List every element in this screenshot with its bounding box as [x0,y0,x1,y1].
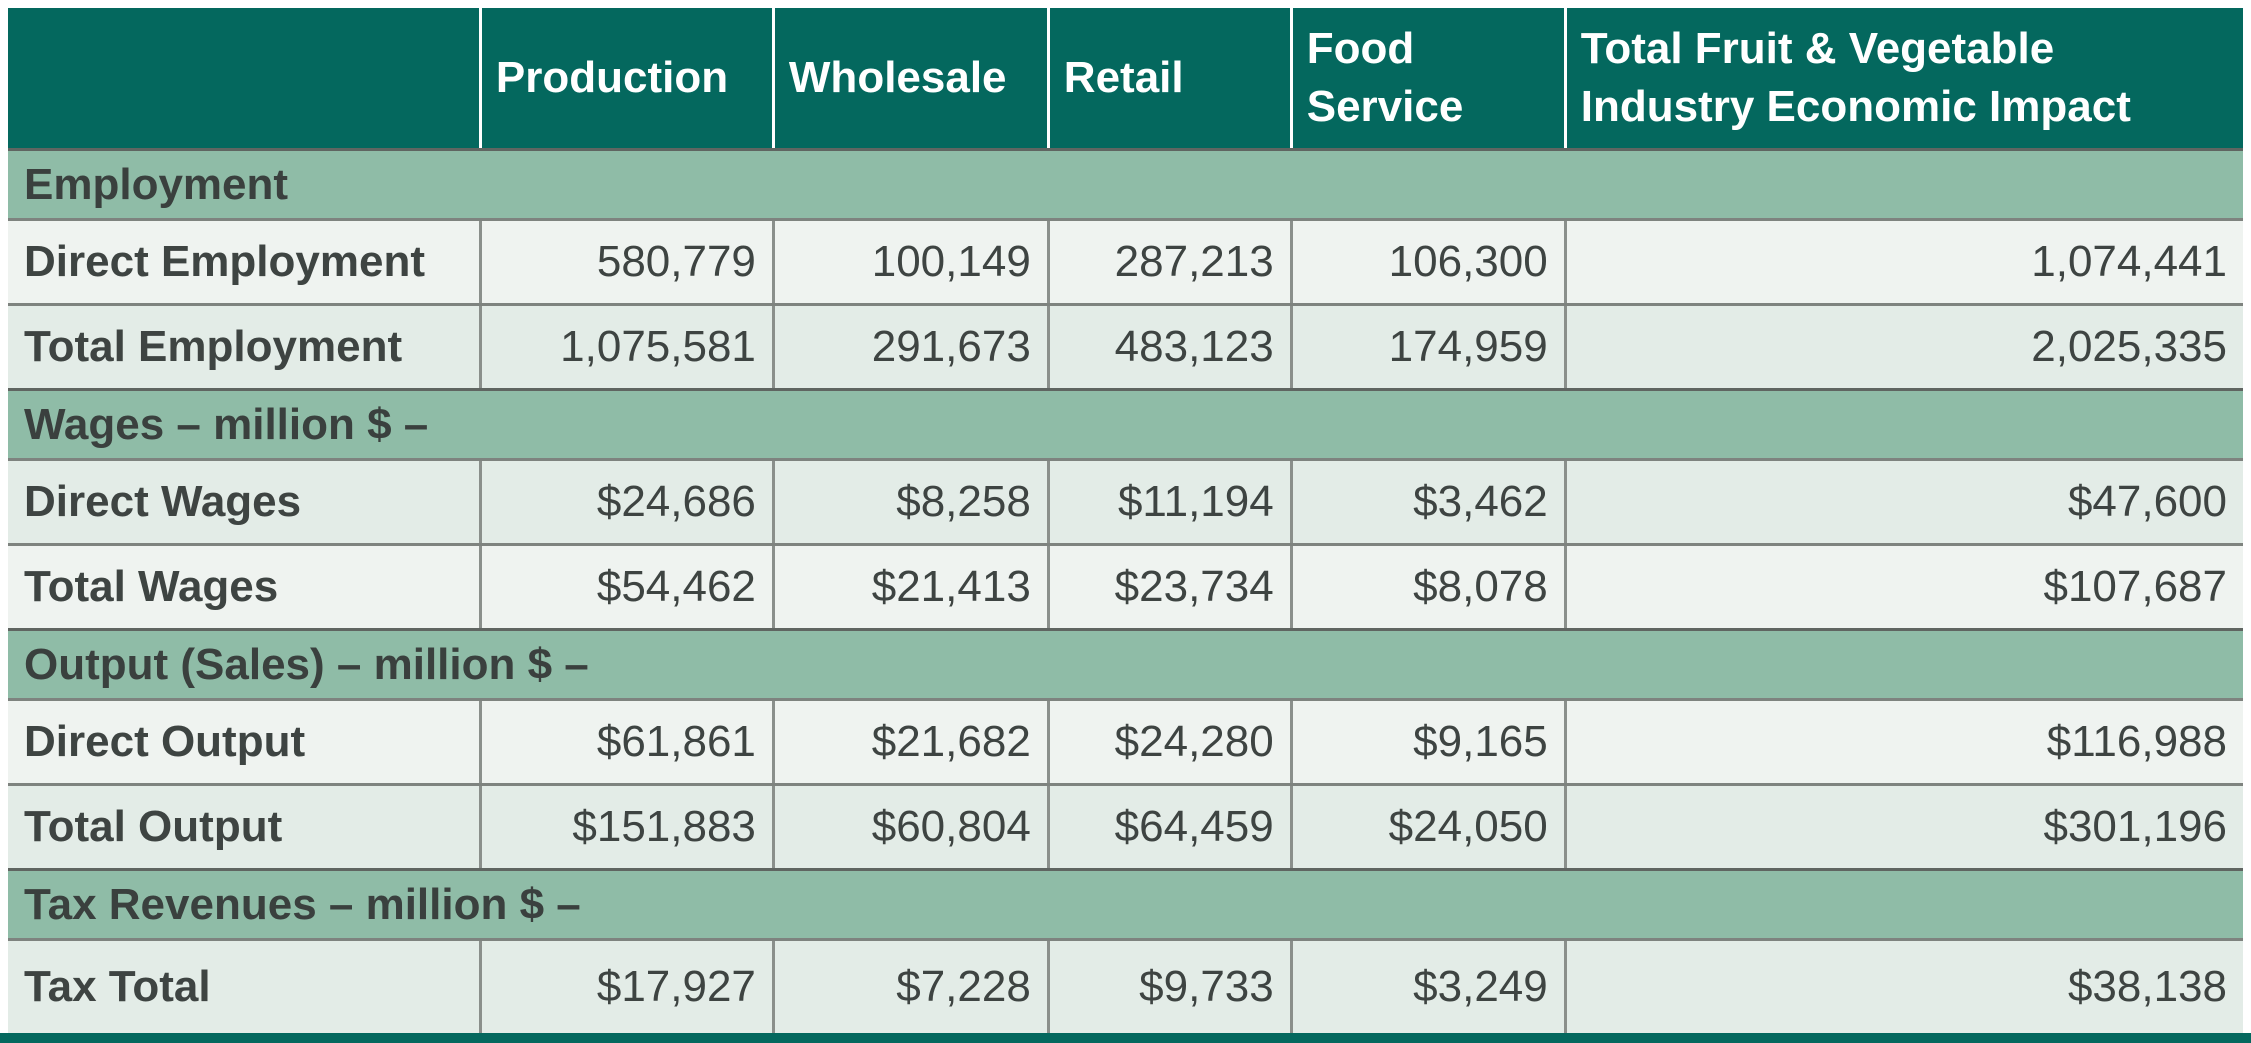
value-cell: 100,149 [771,221,1047,303]
value-cell: $60,804 [771,786,1047,868]
table-row-tax-total: Tax Total $17,927 $7,228 $9,733 $3,249 $38,13… [8,938,2243,1033]
value-cell: $9,733 [1046,941,1290,1033]
header-cell-food-service: Food Service [1289,8,1564,148]
table-row-direct-output: Direct Output $61,861 $21,682 $24,280 $9,165… [8,698,2243,783]
row-label: Direct Output [24,717,306,766]
row-label: Total Employment [24,322,403,371]
value-cell: 174,959 [1289,306,1564,388]
section-header-tax-revenues-million: Tax Revenues – million $ – [8,868,2243,938]
value-cell: $21,682 [771,701,1047,783]
table-row-total-employment: Total Employment 1,075,581 291,673 483,123 1… [8,303,2243,388]
value-cell: $9,165 [1289,701,1564,783]
table-row-direct-wages: Direct Wages $24,686 $8,258 $11,194 $3,462 $4… [8,458,2243,543]
value-cell: $24,280 [1046,701,1290,783]
value-cell: 2,025,335 [1563,306,2243,388]
row-label: Total Wages [24,562,279,611]
section-header-employment: Employment [8,148,2243,218]
header-cell-total-impact: Total Fruit & Vegetable Industry Economi… [1563,8,2243,148]
value-cell: 287,213 [1046,221,1290,303]
value-cell: $47,600 [1563,461,2243,543]
header-cell-production: Production [478,8,772,148]
value-cell: $8,258 [771,461,1047,543]
value-cell: $23,734 [1046,546,1290,628]
value-cell: $3,249 [1289,941,1564,1033]
row-label: Direct Employment [24,237,425,286]
value-cell: 1,075,581 [478,306,772,388]
value-cell: 1,074,441 [1563,221,2243,303]
value-cell: $107,687 [1563,546,2243,628]
table-header-row: Production Wholesale Retail Food Service… [8,8,2243,148]
value-cell: 291,673 [771,306,1047,388]
section-header-output-sales-million: Output (Sales) – million $ – [8,628,2243,698]
row-label: Tax Total [24,962,211,1011]
table-row-total-output: Total Output $151,883 $60,804 $64,459 $24,05… [8,783,2243,868]
header-cell-wholesale: Wholesale [771,8,1047,148]
table-row-total-wages: Total Wages $54,462 $21,413 $23,734 $8,078 $1… [8,543,2243,628]
value-cell: $116,988 [1563,701,2243,783]
table-bottom-bar [0,1033,2251,1043]
value-cell: $11,194 [1046,461,1290,543]
value-cell: $21,413 [771,546,1047,628]
value-cell: $64,459 [1046,786,1290,868]
value-cell: $24,050 [1289,786,1564,868]
value-cell: 580,779 [478,221,772,303]
value-cell: $61,861 [478,701,772,783]
value-cell: $301,196 [1563,786,2243,868]
value-cell: $151,883 [478,786,772,868]
value-cell: $17,927 [478,941,772,1033]
table-content: Production Wholesale Retail Food Service… [8,8,2243,1033]
row-label: Direct Wages [24,477,302,526]
value-cell: $3,462 [1289,461,1564,543]
value-cell: $24,686 [478,461,772,543]
value-cell: $7,228 [771,941,1047,1033]
header-cell-retail: Retail [1046,8,1290,148]
section-header-wages-million: Wages – million $ – [8,388,2243,458]
value-cell: 483,123 [1046,306,1290,388]
value-cell: $54,462 [478,546,772,628]
value-cell: $8,078 [1289,546,1564,628]
value-cell: $38,138 [1563,941,2243,1033]
header-cell-empty [8,8,479,148]
table-body: Employment Direct Employment 580,779 100,14… [8,148,2243,1033]
row-label: Total Output [24,802,283,851]
table-row-direct-employment: Direct Employment 580,779 100,149 287,213 10… [8,218,2243,303]
value-cell: 106,300 [1289,221,1564,303]
